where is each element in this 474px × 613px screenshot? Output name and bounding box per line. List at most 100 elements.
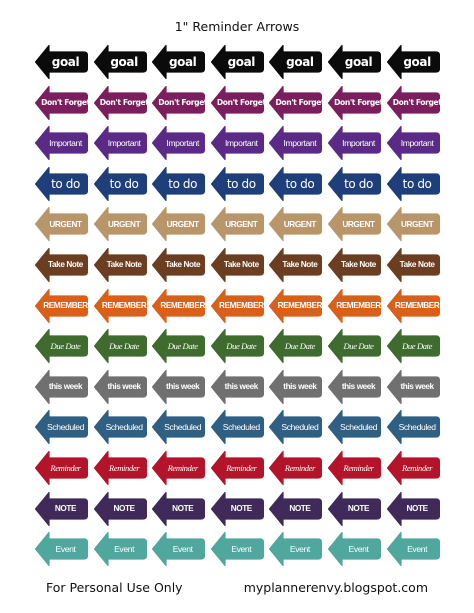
left-arrow-shape [35, 410, 88, 445]
arrow-label: this week [224, 382, 259, 392]
arrow-label: NOTE [406, 504, 429, 514]
left-arrow-shape [328, 369, 381, 404]
arrow-sticker: Reminder [269, 450, 323, 486]
arrow-label: this week [48, 382, 83, 392]
arrow-label: NOTE [289, 504, 311, 514]
arrow-sticker: this week [35, 369, 88, 405]
arrow-label: goal [403, 55, 431, 69]
arrow-sticker: Scheduled [93, 409, 147, 445]
arrow-sticker: REMEMBER [35, 288, 88, 324]
arrow-sticker: Take Note [93, 247, 147, 283]
left-arrow-shape [328, 288, 381, 323]
arrow-sticker: REMEMBER [152, 288, 205, 324]
arrow-sticker: this week [152, 369, 206, 405]
arrow-label: Don't Forget [275, 98, 325, 108]
left-arrow-shape [210, 491, 264, 526]
left-arrow-shape [35, 532, 88, 567]
arrow-label: this week [400, 382, 434, 392]
arrow-label: Take Note [48, 260, 83, 270]
left-arrow-shape [386, 44, 440, 80]
left-arrow-shape [152, 247, 206, 283]
arrow-label: goal [51, 55, 80, 69]
arrow-label: URGENT [225, 219, 258, 229]
arrow-sticker: NOTE [386, 491, 440, 527]
left-arrow-shape [269, 207, 323, 242]
arrow-label: Take Note [399, 260, 435, 270]
left-arrow-shape [93, 532, 147, 567]
left-arrow-shape [328, 410, 381, 445]
arrow-sticker: NOTE [152, 491, 206, 527]
arrow-sticker: Event [328, 531, 381, 567]
arrow-label: REMEMBER [101, 301, 147, 311]
arrow-sticker: NOTE [269, 491, 323, 527]
arrow-label: this week [166, 382, 200, 392]
arrow-row: Important Important Important Important Impo… [35, 124, 440, 165]
left-arrow-shape [328, 126, 381, 161]
left-arrow-shape [35, 207, 88, 242]
arrow-sticker: Reminder [328, 450, 381, 486]
arrow-label: Due Date [167, 341, 198, 352]
arrow-sticker: goal [210, 44, 264, 80]
arrow-sticker-grid: goal goal goal goal goal goal goal Don't Forget… [35, 43, 442, 571]
arrow-label: REMEMBER [277, 301, 323, 311]
arrow-label: Due Date [284, 341, 315, 352]
left-arrow-shape [210, 288, 264, 323]
left-arrow-shape [269, 329, 323, 364]
left-arrow-shape [210, 85, 264, 120]
left-arrow-shape [93, 85, 147, 120]
left-arrow-shape [35, 247, 88, 283]
arrow-sticker: Important [328, 125, 381, 161]
arrow-row: to do to do to do to do to do to do to do [35, 165, 440, 206]
left-arrow-shape [93, 166, 147, 201]
left-arrow-shape [386, 288, 440, 323]
arrow-sticker: NOTE [93, 491, 147, 527]
left-arrow-shape [210, 450, 264, 486]
arrow-row: URGENT URGENT URGENT URGENT URGENT URGENT URGE… [35, 205, 440, 246]
arrow-label: Reminder [226, 462, 257, 473]
arrow-row: Scheduled Scheduled Scheduled Scheduled Sche… [35, 408, 440, 449]
arrow-label: Important [283, 138, 317, 149]
arrow-label: URGENT [401, 219, 434, 229]
arrow-sticker: REMEMBER [210, 288, 264, 324]
arrow-sticker: to do [386, 166, 440, 202]
arrow-sticker: Event [269, 531, 323, 567]
arrow-sticker: Reminder [152, 450, 206, 486]
arrow-row: Take Note Take Note Take Note Take Note Take… [35, 246, 440, 287]
arrow-label: to do [51, 176, 80, 191]
arrow-label: Take Note [165, 260, 201, 270]
personal-use-notice: For Personal Use Only [46, 580, 183, 595]
left-arrow-shape [152, 369, 206, 404]
arrow-label: Take Note [282, 260, 318, 270]
arrow-label: Event [289, 544, 310, 555]
left-arrow-shape [386, 532, 440, 567]
arrow-sticker: REMEMBER [269, 288, 323, 324]
arrow-label: REMEMBER [336, 301, 381, 311]
arrow-sticker: REMEMBER [93, 288, 147, 324]
arrow-label: to do [226, 176, 256, 191]
arrow-sticker: Reminder [35, 450, 88, 486]
left-arrow-shape [269, 532, 323, 567]
arrow-sticker: Important [269, 125, 323, 161]
arrow-sticker: Due Date [386, 328, 440, 364]
left-arrow-shape [35, 126, 88, 161]
arrow-row: REMEMBER REMEMBER REMEMBER REMEMBER REMEMBER… [35, 287, 440, 328]
arrow-sticker: to do [269, 166, 323, 202]
arrow-label: Take Note [341, 260, 376, 270]
left-arrow-shape [35, 44, 88, 80]
left-arrow-shape [210, 410, 264, 445]
left-arrow-shape [93, 126, 147, 161]
left-arrow-shape [35, 329, 88, 364]
left-arrow-shape [269, 166, 323, 201]
arrow-label: URGENT [283, 219, 317, 229]
arrow-sticker: to do [152, 166, 206, 202]
arrow-sticker: this week [269, 369, 323, 405]
arrow-label: to do [109, 176, 139, 191]
arrow-label: Reminder [401, 462, 433, 473]
arrow-sticker: URGENT [328, 206, 381, 242]
arrow-sticker: this week [328, 369, 381, 405]
left-arrow-shape [35, 369, 88, 404]
arrow-label: Important [49, 138, 82, 149]
arrow-sticker: URGENT [269, 206, 323, 242]
left-arrow-shape [386, 126, 440, 161]
arrow-label: Take Note [223, 260, 259, 270]
